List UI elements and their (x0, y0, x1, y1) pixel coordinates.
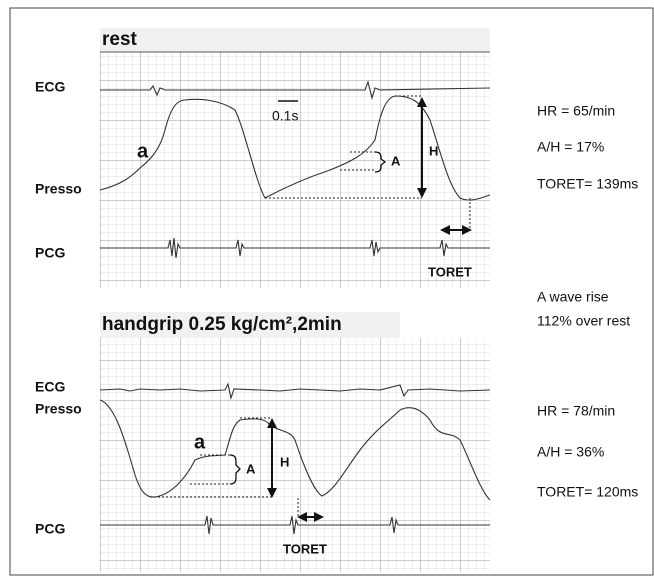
stat: TORET= 139ms (537, 176, 638, 192)
panel-header (100, 28, 490, 52)
row-label: PCG (35, 521, 65, 537)
row-label: ECG (35, 379, 65, 395)
grid-paper (100, 338, 490, 572)
stat: TORET= 120ms (537, 484, 638, 500)
comparison: A wave rise (537, 289, 609, 305)
row-label: Presso (35, 181, 82, 197)
wave-label: a (194, 431, 206, 453)
row-label: Presso (35, 401, 82, 417)
scale-label: 0.1s (272, 108, 298, 124)
stat: HR = 65/min (537, 103, 615, 119)
toret-label: TORET (283, 541, 327, 556)
row-label: ECG (35, 79, 65, 95)
height-label: H (280, 454, 289, 469)
row-label: PCG (35, 245, 65, 261)
panel-title: handgrip 0.25 kg/cm²,2min (102, 314, 342, 335)
bracket-label: A (391, 153, 401, 168)
stat: A/H = 17% (537, 139, 604, 155)
stat: A/H = 36% (537, 444, 604, 460)
grid-paper (100, 52, 490, 288)
wave-label: a (137, 140, 149, 162)
stat: HR = 78/min (537, 403, 615, 419)
comparison: 112% over rest (537, 313, 630, 329)
bracket-label: A (246, 461, 256, 476)
panel-title: rest (102, 29, 138, 50)
height-label: H (429, 143, 438, 158)
page: {"panels": [ {"title": "rest", "labels":… (0, 0, 654, 576)
toret-label: TORET (428, 264, 472, 279)
figure: rest 0.1s a A H TORET ECG Presso PCG HR … (0, 0, 654, 576)
